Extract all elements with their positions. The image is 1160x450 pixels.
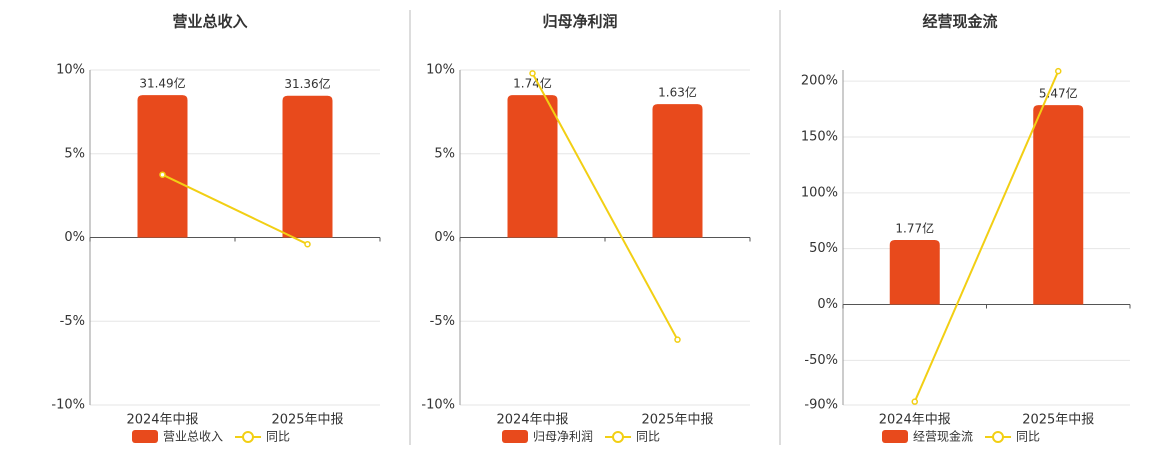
y-tick-label: 5% [64, 146, 85, 161]
line [531, 72, 679, 341]
x-tick-label: 2025年中报 [1022, 413, 1094, 428]
x-tick-label: 2024年中报 [879, 413, 951, 428]
bar [137, 95, 188, 238]
y-tick-label: -10% [51, 398, 85, 413]
line [913, 70, 1060, 403]
y-tick-label: 0% [817, 297, 838, 312]
value-label: 31.49亿 [139, 76, 185, 91]
y-tick-label: 150% [801, 130, 838, 145]
point [674, 336, 681, 343]
legend-swatch [132, 430, 158, 443]
x-tick-label: 2024年中报 [496, 413, 568, 428]
y-tick-label: 100% [801, 185, 838, 200]
legend-swatch [502, 430, 528, 443]
value-label: 5.47亿 [1039, 86, 1078, 101]
bar [282, 95, 333, 238]
point [529, 70, 536, 77]
y-tick-label: 200% [801, 74, 838, 89]
bar [1033, 105, 1084, 305]
bar [507, 95, 558, 238]
value-label: 1.74亿 [513, 76, 552, 91]
legend-label: 同比 [636, 430, 660, 444]
legend-marker [612, 431, 624, 443]
value-label: 1.63亿 [658, 85, 697, 100]
point [304, 240, 311, 248]
bar [652, 104, 703, 238]
line [162, 173, 308, 246]
legend-label: 营业总收入 [163, 430, 223, 444]
legend-label: 同比 [1016, 430, 1040, 444]
y-tick-label: -50% [804, 353, 838, 368]
y-tick-label: 5% [434, 146, 455, 161]
chart-title: 归母净利润 [542, 13, 617, 31]
x-tick-label: 2024年中报 [126, 413, 198, 428]
bar [889, 240, 940, 305]
value-label: 31.36亿 [284, 76, 330, 91]
y-tick-label: 10% [426, 63, 455, 78]
legend-label: 归母净利润 [533, 430, 593, 444]
point [1055, 67, 1062, 75]
y-tick-label: -5% [430, 314, 455, 329]
chart-title: 经营现金流 [922, 13, 997, 31]
y-tick-label: 50% [809, 241, 838, 256]
legend-swatch [882, 430, 908, 443]
legend-marker [992, 431, 1004, 443]
x-tick-label: 2025年中报 [641, 413, 713, 428]
value-label: 1.77亿 [895, 221, 934, 236]
point [159, 171, 166, 178]
y-tick-label: 0% [434, 230, 455, 245]
y-tick-label: -10% [421, 398, 455, 413]
legend-marker [242, 431, 254, 443]
y-tick-label: -5% [60, 314, 85, 329]
x-tick-label: 2025年中报 [271, 413, 343, 428]
legend-label: 同比 [266, 430, 290, 444]
chart-title: 营业总收入 [172, 13, 247, 31]
y-tick-label: 0% [64, 230, 85, 245]
legend-label: 经营现金流 [913, 429, 973, 444]
y-tick-label: 10% [56, 63, 85, 78]
point [911, 398, 918, 405]
y-tick-label: -90% [804, 398, 838, 413]
